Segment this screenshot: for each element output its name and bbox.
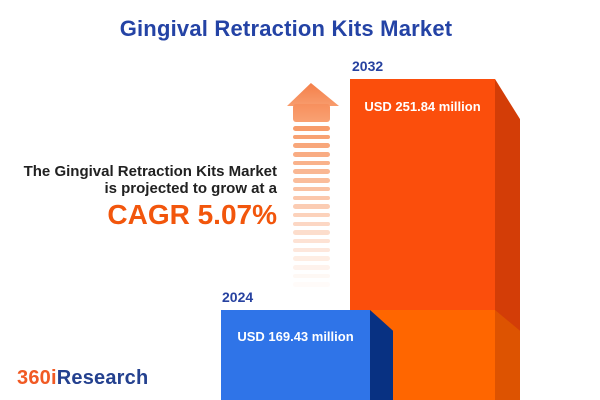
growth-arrow-head-icon	[287, 83, 339, 106]
bar-value-2032: USD 251.84 million	[364, 99, 481, 114]
bar-2024-front	[221, 310, 370, 400]
year-label-2024: 2024	[222, 289, 254, 305]
logo-part-360i: 360i	[17, 367, 57, 389]
growth-arrow-neck	[293, 104, 330, 122]
promo-line-2: is projected to grow at a	[104, 179, 277, 197]
cagr-value: CAGR 5.07%	[107, 199, 277, 230]
arrow-stripes	[293, 126, 330, 291]
logo-part-research: Research	[56, 367, 149, 389]
company-logo: 360iResearch	[17, 367, 148, 390]
bar-2024-side	[370, 310, 393, 400]
page-title: Gingival Retraction Kits Market	[119, 16, 453, 41]
year-label-2032: 2032	[352, 58, 384, 74]
promo-block: The Gingival Retraction Kits Market is p…	[0, 163, 277, 230]
promo-line-1: The Gingival Retraction Kits Market	[23, 163, 277, 180]
bar-value-2024: USD 169.43 million	[237, 329, 354, 344]
